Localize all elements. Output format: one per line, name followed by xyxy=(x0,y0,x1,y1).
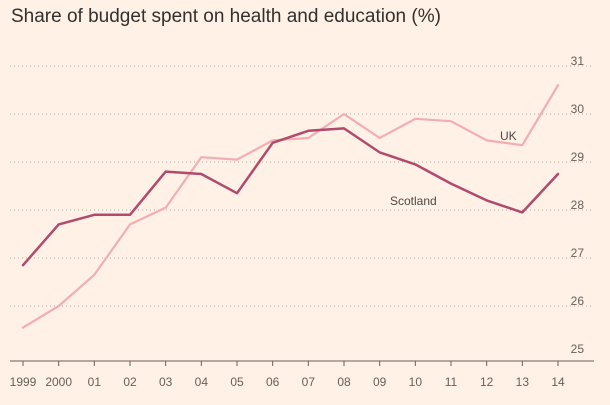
x-tick-label-14: 14 xyxy=(551,375,565,389)
x-tick-label-01: 01 xyxy=(88,375,102,389)
y-tick-label-25: 25 xyxy=(571,342,585,356)
x-tick-label-1999: 1999 xyxy=(10,375,37,389)
y-tick-label-29: 29 xyxy=(571,150,585,164)
y-tick-label-26: 26 xyxy=(571,294,585,308)
x-tick-label-07: 07 xyxy=(302,375,316,389)
x-tick-label-05: 05 xyxy=(230,375,244,389)
x-tick-label-06: 06 xyxy=(266,375,280,389)
x-tick-label-02: 02 xyxy=(123,375,137,389)
x-tick-label-03: 03 xyxy=(159,375,173,389)
x-tick-label-11: 11 xyxy=(445,375,458,389)
series-label-uk: UK xyxy=(500,129,517,143)
y-tick-label-30: 30 xyxy=(571,102,585,116)
x-tick-label-04: 04 xyxy=(195,375,209,389)
x-tick-label-12: 12 xyxy=(480,375,494,389)
x-tick-label-09: 09 xyxy=(373,375,387,389)
x-tick-label-10: 10 xyxy=(409,375,423,389)
x-tick-label-2000: 2000 xyxy=(45,375,72,389)
x-tick-label-13: 13 xyxy=(516,375,530,389)
series-label-scotland: Scotland xyxy=(390,194,437,208)
x-tick-label-08: 08 xyxy=(337,375,351,389)
y-tick-label-27: 27 xyxy=(571,246,585,260)
series-line-scotland xyxy=(21,127,560,267)
series-line-uk xyxy=(21,84,560,329)
chart-title: Share of budget spent on health and educ… xyxy=(11,6,441,27)
y-tick-label-28: 28 xyxy=(571,198,585,212)
y-tick-label-31: 31 xyxy=(571,54,585,68)
